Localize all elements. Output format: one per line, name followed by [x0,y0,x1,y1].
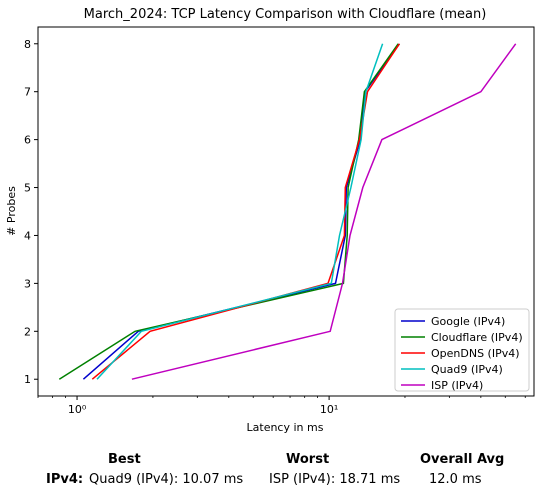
x-tick-label: 10⁰ [68,403,87,416]
legend: Google (IPv4) Cloudflare (IPv4) OpenDNS (I… [394,308,530,392]
legend-label: Google (IPv4) [431,315,505,328]
axis-ticks: 10⁰ 10¹ 1 2 3 4 5 6 7 8 [24,38,526,416]
y-tick-label: 8 [24,38,31,51]
chart-title: March_2024: TCP Latency Comparison with … [84,7,487,22]
plot-frame [37,26,535,397]
legend-label: Cloudflare (IPv4) [431,331,523,344]
series-line-opendns-ipv4 [91,43,401,380]
overall-avg-value: 12.0 ms [429,472,482,487]
y-tick-label: 6 [24,134,31,147]
ipv4-row-label: IPv4: [46,472,84,487]
legend-label: OpenDNS (IPv4) [431,347,520,360]
legend-box [394,308,530,392]
overall-avg-header: Overall Avg [420,452,505,467]
x-tick-label: 10¹ [320,403,338,416]
x-axis-label: Latency in ms [247,421,324,434]
y-tick-label: 2 [24,325,31,338]
worst-value: ISP (IPv4): 18.71 ms [269,472,401,487]
latency-chart: March_2024: TCP Latency Comparison with … [5,7,535,434]
best-header: Best [108,452,141,467]
y-tick-label: 4 [24,229,31,242]
series-line-isp-ipv4 [131,43,517,380]
series-line-cloudflare-ipv4 [58,43,399,380]
series-line-google-ipv4 [82,43,401,380]
y-tick-label: 7 [24,86,31,99]
legend-label: ISP (IPv4) [431,379,483,392]
y-tick-label: 3 [24,277,31,290]
y-axis-label: # Probes [5,186,18,236]
series-lines [58,43,517,380]
series-line-quad9-ipv4 [96,43,384,380]
legend-label: Quad9 (IPv4) [431,363,503,376]
best-value: Quad9 (IPv4): 10.07 ms [89,472,244,487]
y-tick-label: 1 [24,373,31,386]
worst-header: Worst [286,452,330,467]
y-tick-label: 5 [24,182,31,195]
